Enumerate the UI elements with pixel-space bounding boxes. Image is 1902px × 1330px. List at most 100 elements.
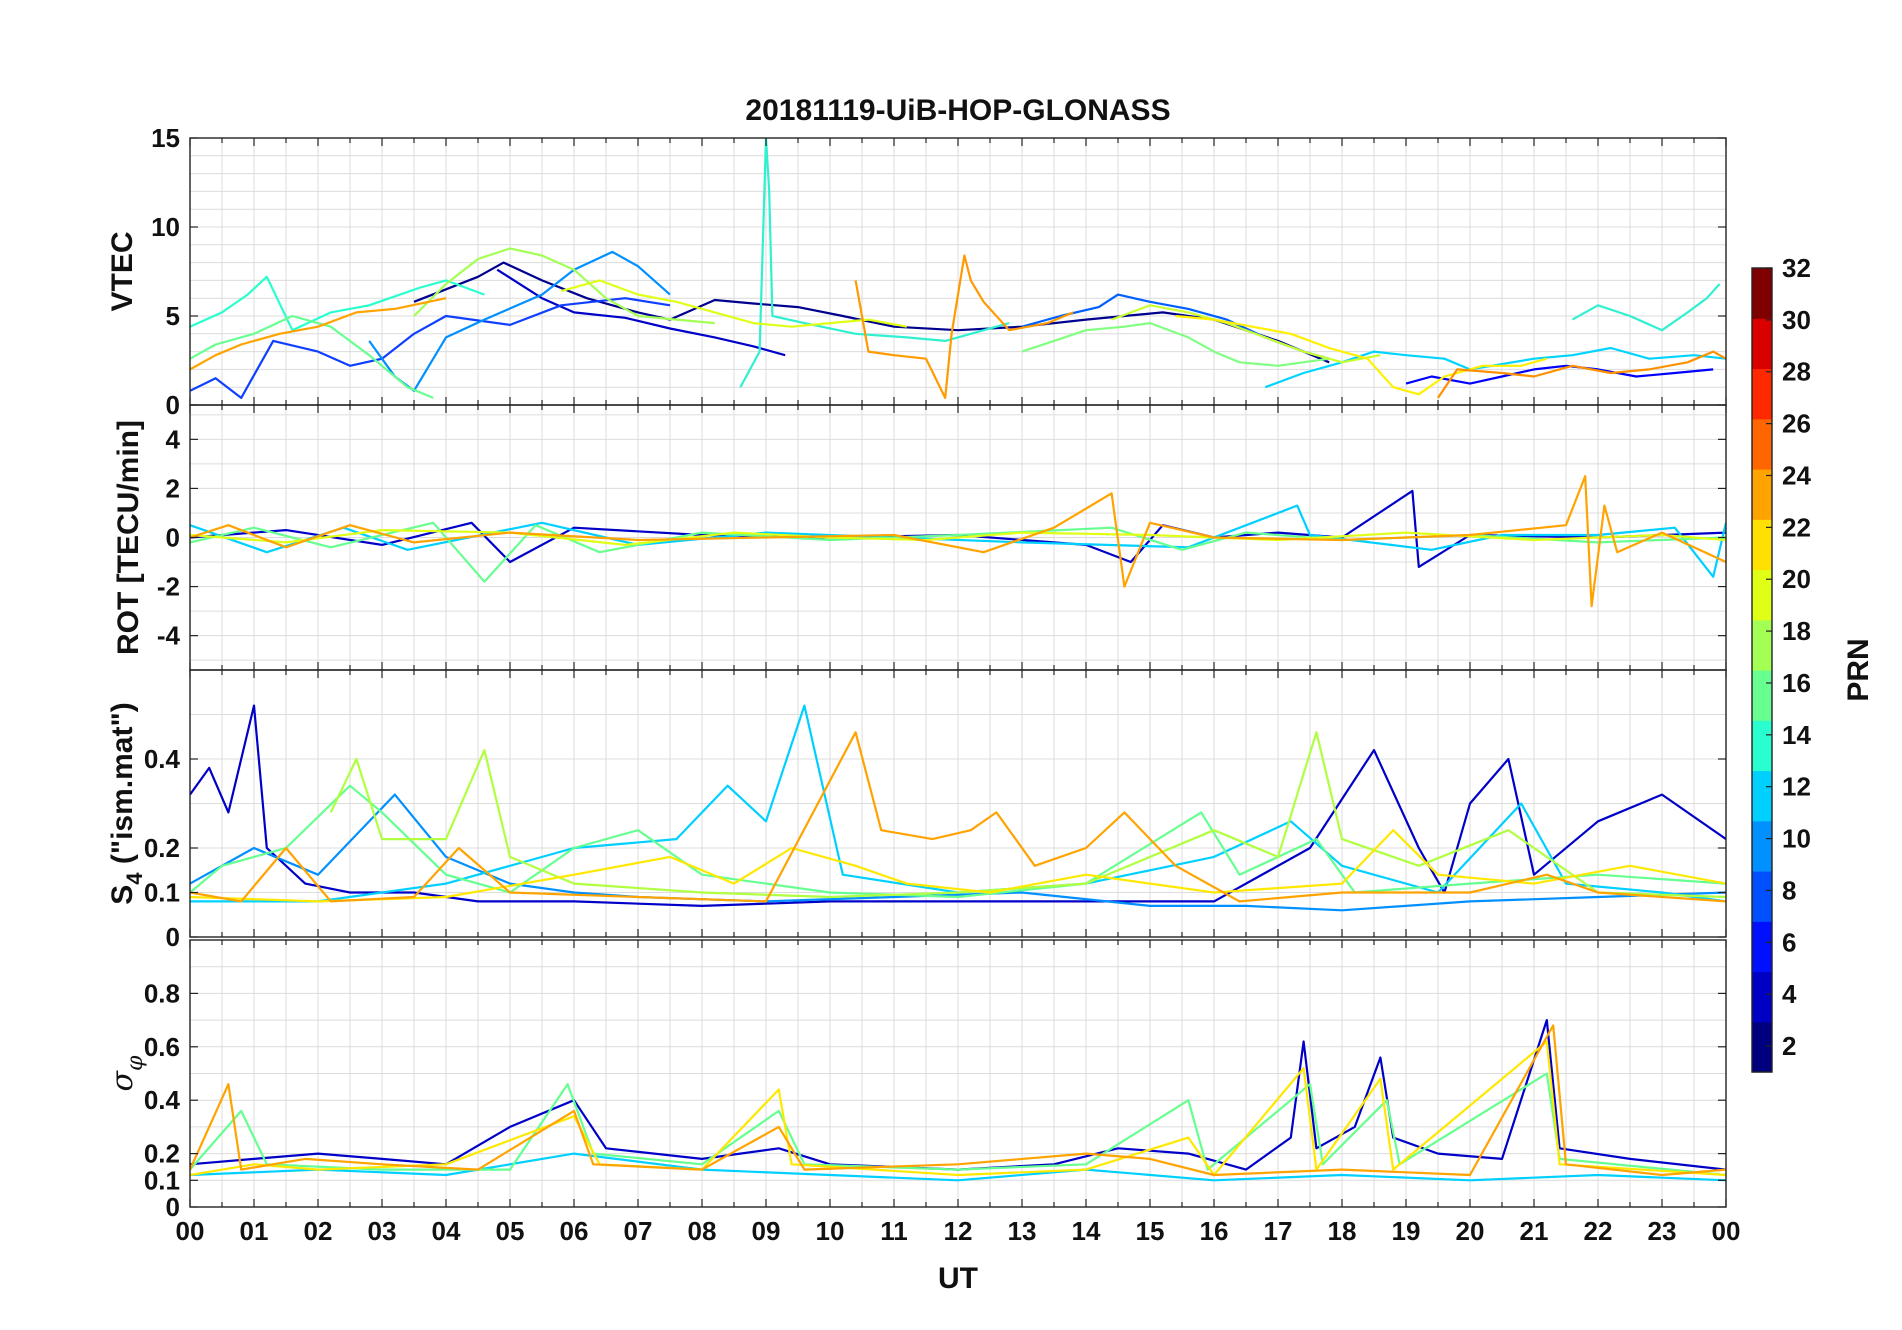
y-tick-label: 0	[166, 523, 180, 553]
vtec-series-prn-18	[854, 254, 1074, 399]
x-tick-label: 00	[176, 1216, 205, 1246]
x-tick-label: 11	[880, 1216, 908, 1246]
x-axis-label: UT	[938, 1262, 978, 1295]
rot-series-prn-2	[190, 504, 1726, 578]
series-group	[190, 704, 1726, 912]
colorbar-segment	[1752, 418, 1772, 470]
vtec-series-prn-15	[560, 279, 907, 328]
colorbar-segment	[1752, 921, 1772, 973]
colorbar-tick-label: 30	[1782, 305, 1811, 335]
s4-series-prn-20	[190, 829, 1726, 903]
x-tick-label: 04	[432, 1216, 461, 1246]
colorbar-tick-label: 10	[1782, 824, 1811, 854]
x-tick-label: 23	[1648, 1216, 1677, 1246]
y-tick-label: 0	[166, 390, 180, 420]
y-tick-label: 0.4	[144, 744, 181, 774]
x-tick-labels: 00 01 02 03 04 05 06 07 08 09 10 11 12 13 14 15 16 17 18 19…	[176, 1216, 1741, 1246]
colorbar-segment	[1752, 820, 1772, 872]
y-tick-label: 0.8	[144, 978, 180, 1008]
vtec-series-prn-13	[413, 247, 715, 325]
x-tick-label: 22	[1584, 1216, 1613, 1246]
sigma_phi-series-prn-12	[190, 1152, 1726, 1182]
x-tick-label: 15	[1136, 1216, 1165, 1246]
y-tick-label: 2	[166, 473, 180, 503]
rot-series-prn-1	[190, 489, 1726, 568]
x-tick-label: 00	[1712, 1216, 1741, 1246]
vtec-series-prn-19	[1437, 350, 1726, 399]
vtec-series-prn-9	[739, 138, 1010, 388]
sigma_phi-series-prn-20	[190, 1040, 1726, 1177]
sigma_phi-series-prn-15	[190, 1072, 1726, 1177]
panel-rot: -4 -2 0 2 4 ROT [TECU/min]	[112, 404, 1727, 671]
x-tick-label: 18	[1328, 1216, 1357, 1246]
vtec-series-prn-10	[1571, 283, 1721, 332]
s4-series-prn-22	[190, 731, 1726, 903]
panel-s4: 0 0.1 0.2 0.4S4 ("ism.mat")	[106, 669, 1727, 952]
colorbar-segment	[1752, 720, 1772, 772]
sigma_phi-series-prn-22	[190, 1024, 1726, 1177]
y-tick-label: 0	[166, 922, 180, 952]
x-tick-label: 19	[1392, 1216, 1421, 1246]
y-tick-label: 0.6	[144, 1032, 180, 1062]
x-tick-label: 12	[944, 1216, 973, 1246]
colorbar-tick-label: 28	[1782, 357, 1811, 387]
x-tick-label: 17	[1264, 1216, 1293, 1246]
x-tick-label: 07	[624, 1216, 653, 1246]
panel-sigma_phi: 00.10.2 0.4 0.6 0.8 σφ	[105, 939, 1727, 1222]
colorbar-segment	[1752, 670, 1772, 721]
y-tick-label: -4	[157, 621, 181, 651]
colorbar-segment	[1752, 1021, 1772, 1073]
y-axis-label-rot: ROT [TECU/min]	[112, 420, 145, 655]
x-tick-label: 14	[1072, 1216, 1101, 1246]
vtec-series-prn-14	[1111, 304, 1381, 364]
colorbar-segment	[1752, 368, 1772, 420]
colorbar-tick-label: 32	[1782, 253, 1811, 283]
vtec-series-prn-12	[1021, 322, 1330, 367]
x-tick-label: 16	[1200, 1216, 1229, 1246]
colorbar-tick-label: 2	[1782, 1031, 1796, 1061]
x-tick-label: 21	[1520, 1216, 1549, 1246]
y-axis-label-s4: S4 ("ism.mat")	[106, 702, 147, 904]
series-group	[190, 475, 1726, 608]
y-tick-label: 5	[166, 301, 180, 331]
colorbar-tick-label: 18	[1782, 616, 1811, 646]
x-tick-label: 03	[368, 1216, 397, 1246]
vtec-series-prn-11	[190, 314, 434, 399]
panel-vtec: 0 5 10 15 VTEC	[106, 123, 1727, 420]
x-tick-label: 20	[1456, 1216, 1485, 1246]
colorbar-tick-label: 16	[1782, 668, 1811, 698]
x-tick-label: 09	[752, 1216, 781, 1246]
colorbar-segment	[1752, 519, 1772, 571]
s4-series-prn-2	[190, 704, 1726, 907]
x-tick-label: 01	[240, 1216, 269, 1246]
x-tick-label: 06	[560, 1216, 589, 1246]
colorbar-segment	[1752, 871, 1772, 922]
y-axis-label-vtec: VTEC	[106, 231, 139, 311]
x-tick-label: 10	[816, 1216, 845, 1246]
colorbar-tick-label: 6	[1782, 927, 1796, 957]
vtec-series-prn-16	[1175, 314, 1548, 396]
vtec-series-prn-17	[190, 297, 447, 371]
colorbar-segment	[1752, 770, 1772, 822]
x-tick-label: 08	[688, 1216, 717, 1246]
colorbar-segment	[1752, 469, 1772, 520]
y-tick-label: 15	[151, 123, 180, 153]
vtec-series-prn-1	[413, 261, 1330, 364]
x-tick-label: 02	[304, 1216, 333, 1246]
colorbar-segment	[1752, 619, 1772, 671]
colorbar-tick-label: 8	[1782, 875, 1796, 905]
colorbar-label: PRN	[1842, 638, 1875, 701]
vtec-series-prn-8	[190, 275, 485, 332]
colorbar-segment	[1752, 268, 1772, 319]
vtec-series-prn-4	[190, 297, 671, 399]
series-group	[190, 138, 1726, 399]
rot-series-prn-4	[190, 529, 1726, 546]
chart-title: 20181119-UiB-HOP-GLONASS	[745, 94, 1170, 127]
colorbar-tick-label: 20	[1782, 564, 1811, 594]
x-tick-label: 13	[1008, 1216, 1037, 1246]
y-tick-label: 0.4	[144, 1085, 181, 1115]
colorbar-frame	[1751, 267, 1773, 1073]
colorbar-tick-label: 22	[1782, 512, 1811, 542]
